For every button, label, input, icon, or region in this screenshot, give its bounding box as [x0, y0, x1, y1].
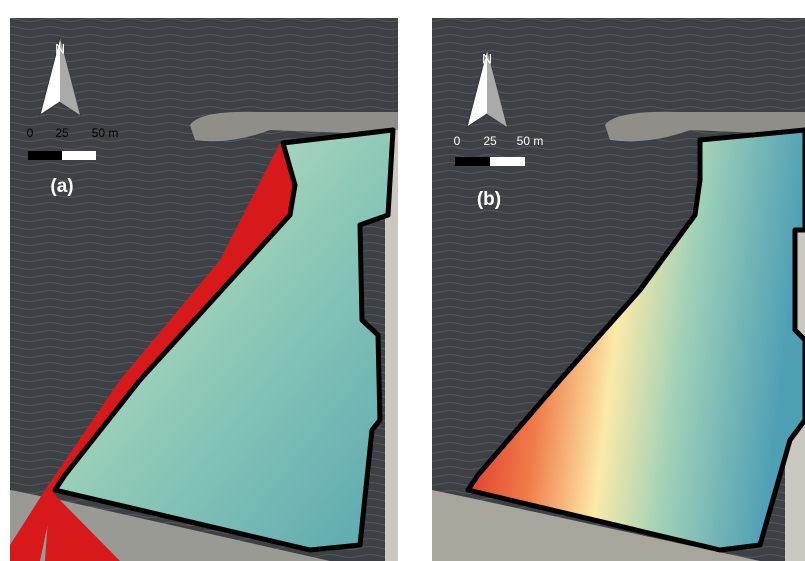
- panel-b: N 0 25 50 m (b): [432, 18, 805, 561]
- panel-label: (a): [50, 176, 73, 197]
- scale-label: 0: [27, 126, 34, 140]
- scale-label: 0: [454, 134, 461, 148]
- north-label: N: [55, 41, 65, 57]
- scale-label: 25: [483, 134, 497, 148]
- panel-label: (b): [477, 189, 501, 210]
- panel-a: N 0 25 50 m (a): [10, 18, 398, 561]
- scale-label: 25: [55, 126, 69, 140]
- figure: N 0 25 50 m (a) N 0 25 50 m (b): [0, 0, 805, 561]
- scale-label: 50 m: [92, 126, 119, 140]
- scale-label: 50 m: [517, 134, 544, 148]
- north-label: N: [482, 51, 492, 67]
